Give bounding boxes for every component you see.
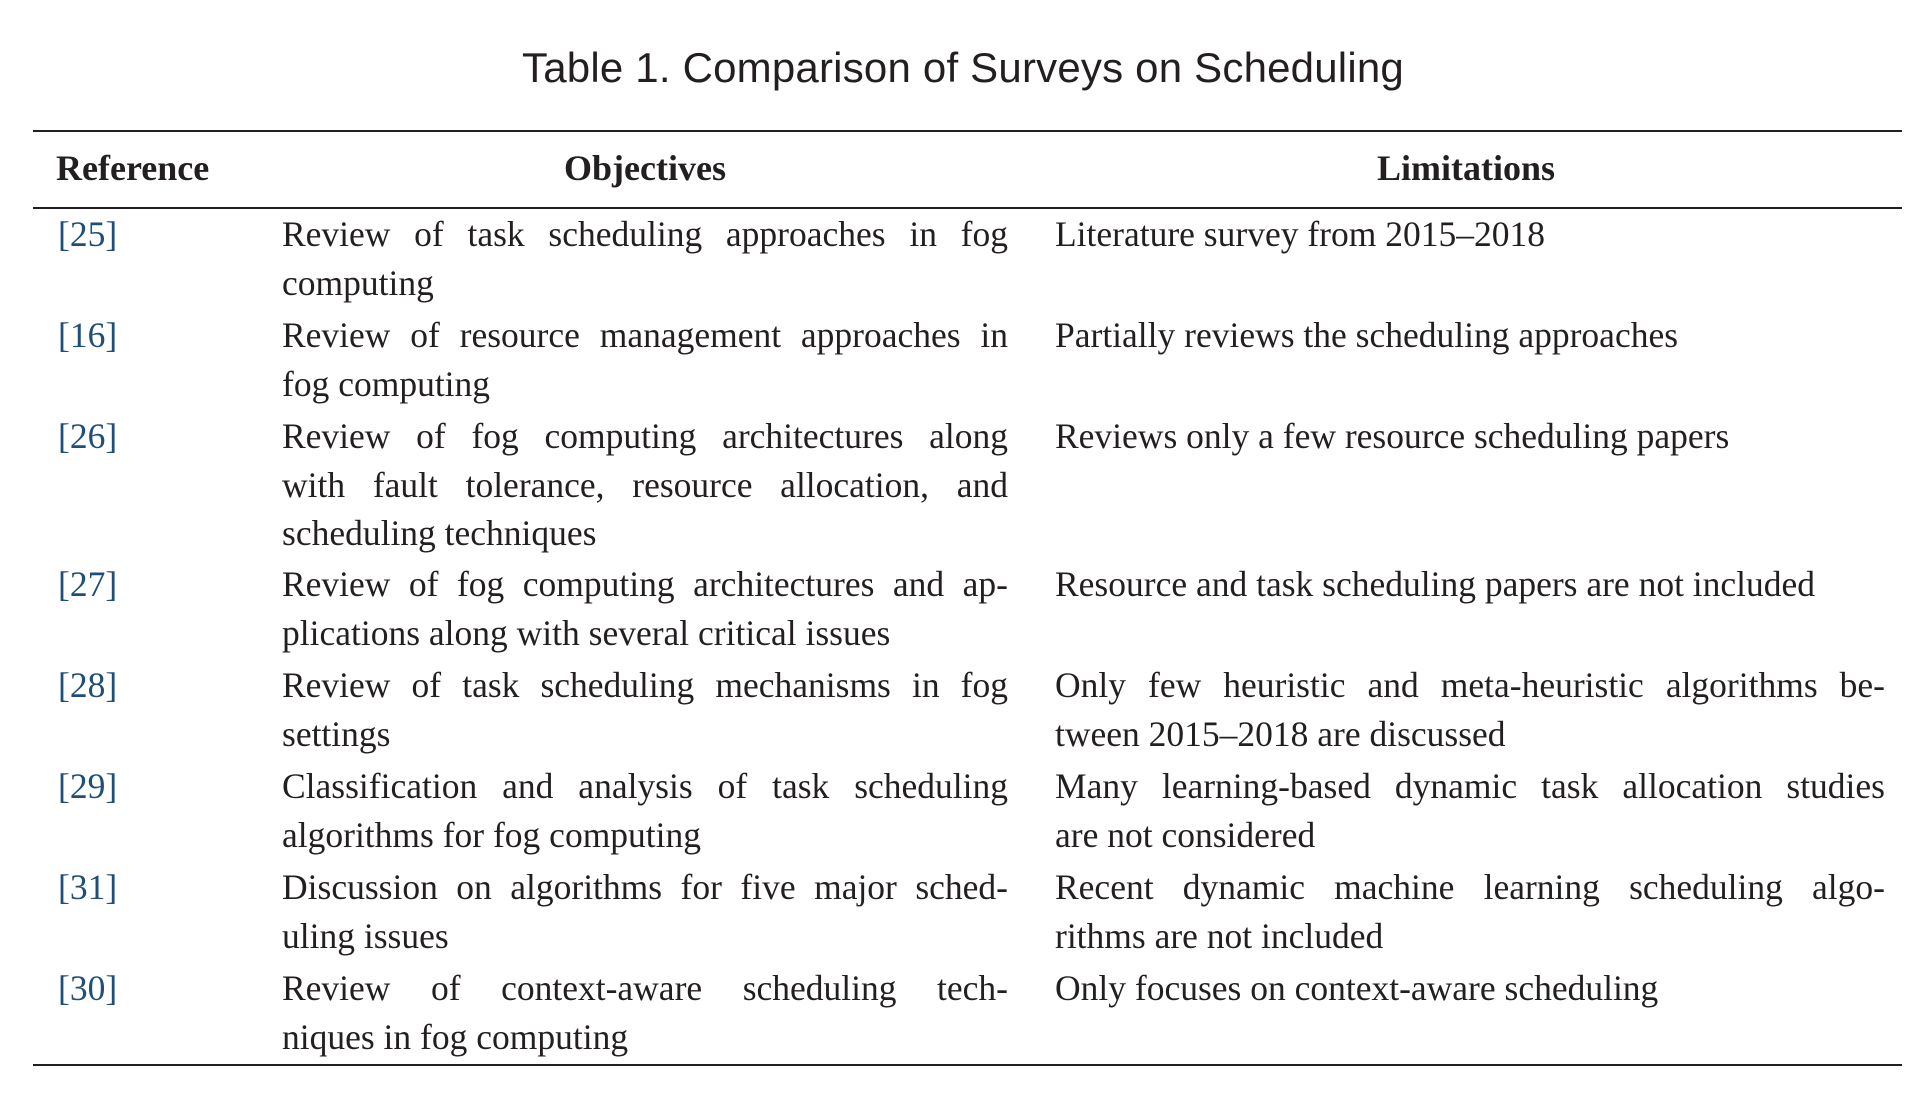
cell-text-line: Review of resource management approaches…	[282, 315, 1008, 355]
cell-text-line: Only focuses on context-aware scheduling	[1055, 968, 1659, 1008]
cell-text-line: Reviews only a few resource scheduling p…	[1055, 416, 1730, 456]
cell-text-line: Review of fog computing architectures al…	[282, 416, 1008, 456]
cell-text-line: with fault tolerance, resource allocatio…	[282, 464, 1008, 505]
reference-link[interactable]: [31]	[58, 867, 118, 907]
reference-link[interactable]: [29]	[58, 766, 118, 806]
table-bottom-rule	[33, 1064, 1902, 1066]
limitations-cell: Only few heuristic and meta-heuristic al…	[1055, 661, 1885, 758]
cell-text-line: Review of context-aware scheduling tech-	[282, 968, 1008, 1008]
cell-text-line: fog computing	[282, 363, 491, 404]
column-header-limitations: Limitations	[1376, 148, 1555, 188]
cell-text-line: Literature survey from 2015–2018	[1055, 214, 1545, 254]
cell-text-line: scheduling techniques	[282, 513, 597, 553]
cell-text-line: Only few heuristic and meta-heuristic al…	[1055, 665, 1885, 705]
cell-text-line: rithms are not included	[1055, 915, 1384, 956]
reference-link[interactable]: [27]	[58, 564, 118, 604]
cell-text-line: computing	[282, 262, 434, 303]
cell-text-line: Review of task scheduling approaches in …	[282, 214, 1008, 254]
limitations-cell: Resource and task scheduling papers are …	[1055, 560, 1885, 609]
objectives-cell: Review of fog computing architectures al…	[282, 412, 1008, 558]
limitations-cell: Recent dynamic machine learning scheduli…	[1055, 863, 1885, 960]
cell-text-line: niques in fog computing	[282, 1016, 629, 1057]
column-header-reference: Reference	[56, 148, 210, 188]
cell-text-line: uling issues	[282, 915, 449, 956]
reference-link[interactable]: [30]	[58, 968, 118, 1008]
limitations-cell: Literature survey from 2015–2018	[1055, 210, 1885, 259]
cell-text-line: are not considered	[1055, 814, 1316, 855]
objectives-cell: Review of fog computing architectures an…	[282, 560, 1008, 657]
cell-text-line: Review of task scheduling mechanisms in …	[282, 665, 1008, 705]
objectives-cell: Review of resource management approaches…	[282, 311, 1008, 408]
cell-text-line: Classification and analysis of task sche…	[282, 766, 1008, 806]
reference-link[interactable]: [26]	[58, 416, 118, 456]
cell-text-line: Discussion on algorithms for five major …	[282, 867, 1008, 907]
objectives-cell: Review of context-aware scheduling tech-…	[282, 964, 1008, 1061]
objectives-cell: Review of task scheduling mechanisms in …	[282, 661, 1008, 758]
cell-text-line: settings	[282, 713, 391, 754]
limitations-cell: Many learning-based dynamic task allocat…	[1055, 762, 1885, 859]
column-header-objectives: Objectives	[564, 148, 726, 188]
limitations-cell: Reviews only a few resource scheduling p…	[1055, 412, 1885, 461]
table-header-rule	[33, 207, 1902, 209]
reference-link[interactable]: [28]	[58, 665, 118, 705]
cell-text-line: Resource and task scheduling papers are …	[1055, 564, 1816, 604]
limitations-cell: Only focuses on context-aware scheduling	[1055, 964, 1885, 1013]
cell-text-line: Recent dynamic machine learning scheduli…	[1055, 867, 1885, 907]
cell-text-line: algorithms for fog computing	[282, 814, 702, 855]
cell-text-line: tween 2015–2018 are discussed	[1055, 713, 1506, 754]
objectives-cell: Discussion on algorithms for five major …	[282, 863, 1008, 960]
cell-text-line: Many learning-based dynamic task allocat…	[1055, 766, 1885, 806]
cell-text-line: Partially reviews the scheduling approac…	[1055, 315, 1679, 355]
limitations-cell: Partially reviews the scheduling approac…	[1055, 311, 1885, 360]
objectives-cell: Classification and analysis of task sche…	[282, 762, 1008, 859]
table-top-rule	[33, 130, 1902, 132]
reference-link[interactable]: [16]	[58, 315, 118, 355]
reference-link[interactable]: [25]	[58, 214, 118, 254]
cell-text-line: Review of fog computing architectures an…	[282, 564, 1008, 604]
objectives-cell: Review of task scheduling approaches in …	[282, 210, 1008, 307]
cell-text-line: plications along with several critical i…	[282, 612, 891, 653]
table-caption: Table 1. Comparison of Surveys on Schedu…	[522, 44, 1404, 91]
